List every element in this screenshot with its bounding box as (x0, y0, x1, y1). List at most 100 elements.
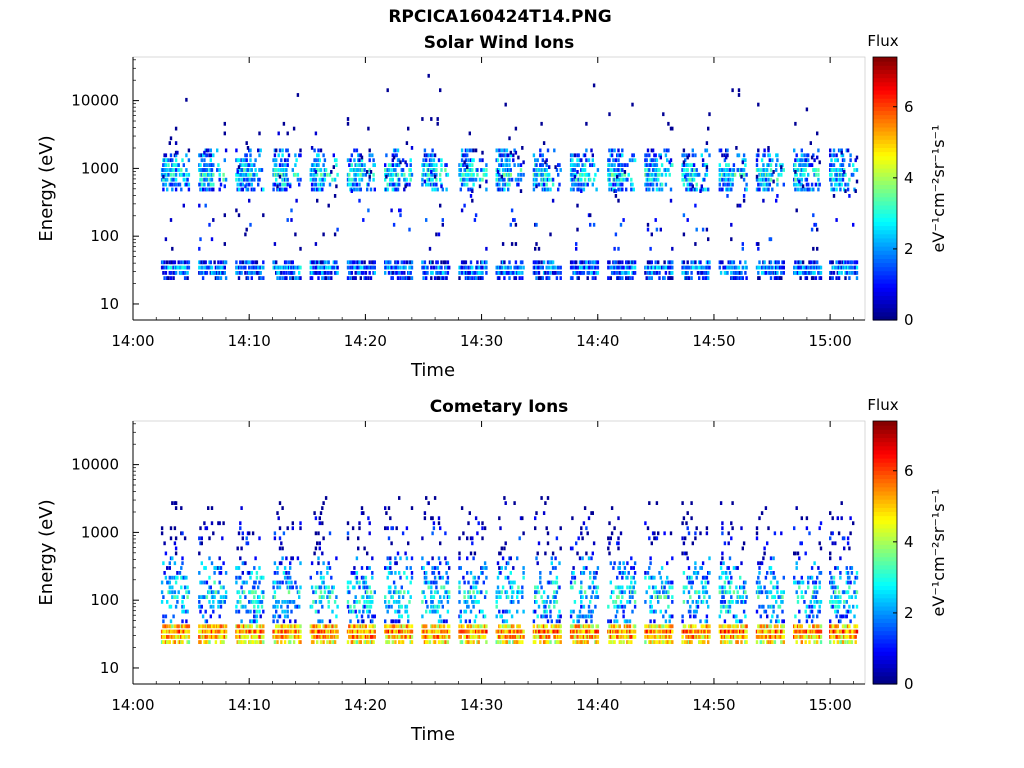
flux-cell (460, 640, 464, 644)
flux-cell (541, 182, 544, 187)
flux-cell (427, 177, 430, 182)
flux-cell (537, 590, 541, 595)
flux-cell (404, 629, 407, 634)
flux-cell (794, 177, 797, 182)
flux-cell (437, 640, 441, 644)
flux-cell (718, 172, 721, 177)
flux-cell (537, 276, 541, 280)
flux-cell (554, 566, 557, 570)
colorbar-band (873, 246, 897, 251)
flux-cell (389, 556, 392, 561)
flux-cell (576, 158, 579, 163)
flux-cell (474, 516, 478, 521)
flux-cell (236, 182, 239, 187)
flux-cell (355, 163, 359, 167)
flux-cell (180, 168, 183, 172)
flux-cell (732, 260, 736, 265)
flux-cell (460, 182, 464, 187)
flux-cell (441, 640, 444, 644)
flux-cell (224, 590, 228, 595)
flux-cell (755, 242, 759, 246)
flux-cell (385, 624, 388, 629)
flux-cell (363, 580, 366, 585)
flux-cell (407, 635, 410, 639)
flux-cell (534, 158, 537, 163)
flux-cell (644, 182, 647, 187)
flux-cell (317, 531, 320, 536)
flux-cell (485, 575, 488, 580)
flux-cell (485, 187, 488, 192)
flux-cell (177, 635, 180, 639)
flux-cell (289, 624, 292, 629)
flux-cell (739, 271, 742, 275)
flux-cell (585, 260, 588, 265)
flux-cell (737, 93, 741, 97)
flux-cell (583, 163, 587, 167)
flux-cell (199, 182, 202, 187)
flux-cell (627, 635, 630, 639)
flux-cell (621, 276, 624, 280)
flux-cell (285, 177, 288, 182)
flux-cell (558, 561, 561, 566)
flux-cell (578, 271, 582, 275)
flux-cell (466, 635, 469, 639)
flux-cell (398, 182, 401, 187)
flux-cell (799, 271, 802, 275)
flux-cell (409, 260, 412, 265)
flux-cell (351, 526, 355, 531)
flux-cell (299, 629, 302, 634)
flux-cell (407, 614, 410, 619)
flux-cell (391, 172, 394, 177)
flux-cell (362, 609, 365, 614)
flux-cell (362, 265, 365, 270)
flux-cell (542, 604, 546, 609)
flux-cell (649, 163, 652, 167)
flux-cell (164, 614, 168, 619)
flux-cell (430, 516, 433, 521)
flux-cell (312, 265, 315, 270)
flux-cell (814, 172, 818, 177)
flux-cell (535, 222, 538, 227)
flux-cell (854, 265, 857, 270)
flux-cell (384, 595, 387, 599)
flux-cell (250, 624, 253, 629)
flux-cell (800, 182, 803, 187)
flux-cell (281, 177, 284, 182)
flux-cell (541, 265, 544, 270)
flux-cell (742, 177, 746, 182)
flux-cell (569, 580, 573, 585)
flux-cell (240, 182, 243, 187)
flux-cell (164, 635, 168, 639)
flux-cell (182, 575, 185, 580)
flux-cell (655, 227, 659, 232)
flux-cell (445, 561, 448, 566)
flux-cell (200, 177, 203, 182)
flux-cell (205, 163, 209, 167)
flux-cell (514, 629, 518, 634)
flux-cell (776, 153, 779, 158)
flux-cell (690, 276, 693, 280)
flux-cell (483, 561, 487, 566)
flux-cell (235, 575, 238, 580)
flux-cell (336, 629, 339, 634)
flux-cell (583, 182, 587, 187)
flux-cell (201, 629, 205, 634)
flux-cell (285, 629, 288, 634)
flux-cell (534, 585, 537, 590)
flux-cell (362, 629, 365, 634)
flux-cell (805, 276, 809, 280)
flux-cell (249, 222, 252, 227)
flux-cell (336, 227, 339, 232)
flux-cell (546, 531, 550, 536)
flux-cell (181, 531, 184, 536)
flux-cell (428, 168, 432, 172)
flux-cell (395, 624, 398, 629)
flux-cell (559, 526, 562, 531)
flux-cell (840, 271, 843, 275)
flux-cell (508, 177, 511, 182)
flux-cell (394, 571, 397, 575)
flux-cell (459, 609, 462, 614)
flux-cell (430, 265, 433, 270)
flux-cell (571, 624, 574, 629)
flux-cell (463, 160, 466, 165)
